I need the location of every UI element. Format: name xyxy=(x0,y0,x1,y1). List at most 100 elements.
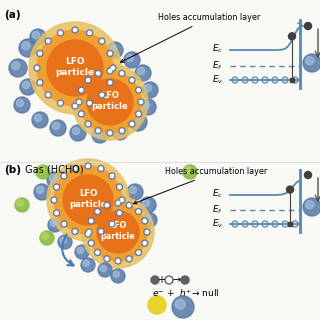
Circle shape xyxy=(38,52,42,55)
Circle shape xyxy=(70,125,86,141)
Circle shape xyxy=(181,276,189,284)
Circle shape xyxy=(47,159,129,241)
Circle shape xyxy=(100,40,103,43)
Circle shape xyxy=(103,247,109,253)
Text: (b): (b) xyxy=(4,165,21,175)
Circle shape xyxy=(16,100,24,107)
Circle shape xyxy=(306,201,314,209)
Circle shape xyxy=(35,114,42,122)
Circle shape xyxy=(78,111,84,117)
Circle shape xyxy=(45,92,51,98)
Circle shape xyxy=(46,44,54,52)
Circle shape xyxy=(111,67,115,69)
Circle shape xyxy=(120,129,124,132)
Circle shape xyxy=(104,202,110,208)
Text: $E_c$: $E_c$ xyxy=(212,188,223,200)
Circle shape xyxy=(145,230,148,234)
Circle shape xyxy=(61,173,67,179)
Circle shape xyxy=(37,166,44,173)
Circle shape xyxy=(140,100,143,104)
Circle shape xyxy=(59,31,62,35)
Circle shape xyxy=(72,127,80,135)
Circle shape xyxy=(87,230,91,234)
Circle shape xyxy=(96,251,99,254)
Circle shape xyxy=(89,39,97,47)
Circle shape xyxy=(115,126,122,134)
Circle shape xyxy=(14,97,30,113)
Circle shape xyxy=(97,129,100,132)
Circle shape xyxy=(119,197,125,203)
Circle shape xyxy=(86,164,90,168)
Circle shape xyxy=(100,265,106,271)
Circle shape xyxy=(135,229,141,236)
Circle shape xyxy=(305,22,311,29)
Circle shape xyxy=(48,218,62,232)
Circle shape xyxy=(55,212,58,215)
Circle shape xyxy=(107,130,113,136)
Circle shape xyxy=(76,99,82,105)
Circle shape xyxy=(107,68,113,74)
Circle shape xyxy=(19,39,37,57)
Circle shape xyxy=(38,81,42,84)
Circle shape xyxy=(127,257,131,260)
Circle shape xyxy=(86,78,90,82)
Circle shape xyxy=(185,166,191,173)
Circle shape xyxy=(110,65,116,71)
Circle shape xyxy=(142,199,150,207)
Circle shape xyxy=(183,165,197,179)
Circle shape xyxy=(100,93,103,96)
Circle shape xyxy=(30,29,46,45)
Circle shape xyxy=(58,30,63,36)
Circle shape xyxy=(142,218,148,224)
Circle shape xyxy=(126,54,134,61)
Circle shape xyxy=(115,258,121,264)
Circle shape xyxy=(87,79,133,125)
Circle shape xyxy=(303,54,320,72)
Circle shape xyxy=(72,64,148,140)
Circle shape xyxy=(34,65,40,71)
Circle shape xyxy=(85,231,91,237)
Circle shape xyxy=(140,99,156,115)
Text: $E_f$: $E_f$ xyxy=(212,204,223,216)
Circle shape xyxy=(77,247,84,253)
Bar xyxy=(290,78,294,82)
Circle shape xyxy=(63,175,113,225)
Circle shape xyxy=(119,70,125,76)
Circle shape xyxy=(86,229,92,235)
Circle shape xyxy=(108,132,112,135)
Circle shape xyxy=(75,245,89,259)
Circle shape xyxy=(47,172,63,188)
Circle shape xyxy=(127,184,143,200)
Circle shape xyxy=(22,81,30,89)
Circle shape xyxy=(55,185,58,188)
Text: $E_f$: $E_f$ xyxy=(212,60,223,72)
Circle shape xyxy=(40,231,54,245)
Circle shape xyxy=(78,87,84,93)
Circle shape xyxy=(127,204,131,207)
Circle shape xyxy=(142,82,158,98)
Circle shape xyxy=(136,87,142,93)
Circle shape xyxy=(80,112,83,116)
Circle shape xyxy=(145,215,151,221)
Circle shape xyxy=(36,186,44,194)
Circle shape xyxy=(124,52,140,68)
Circle shape xyxy=(123,240,129,246)
Circle shape xyxy=(119,128,125,134)
Circle shape xyxy=(126,202,132,208)
Circle shape xyxy=(126,256,132,262)
Circle shape xyxy=(135,250,141,255)
Circle shape xyxy=(116,184,123,190)
Circle shape xyxy=(54,166,122,234)
Circle shape xyxy=(144,229,150,235)
Circle shape xyxy=(120,198,124,202)
Circle shape xyxy=(137,112,140,116)
Circle shape xyxy=(22,42,30,50)
Circle shape xyxy=(101,245,115,259)
Circle shape xyxy=(58,235,72,249)
Circle shape xyxy=(137,68,145,75)
Circle shape xyxy=(105,204,108,207)
Circle shape xyxy=(81,258,95,272)
Circle shape xyxy=(36,165,50,179)
Circle shape xyxy=(90,242,93,245)
Circle shape xyxy=(108,81,112,84)
